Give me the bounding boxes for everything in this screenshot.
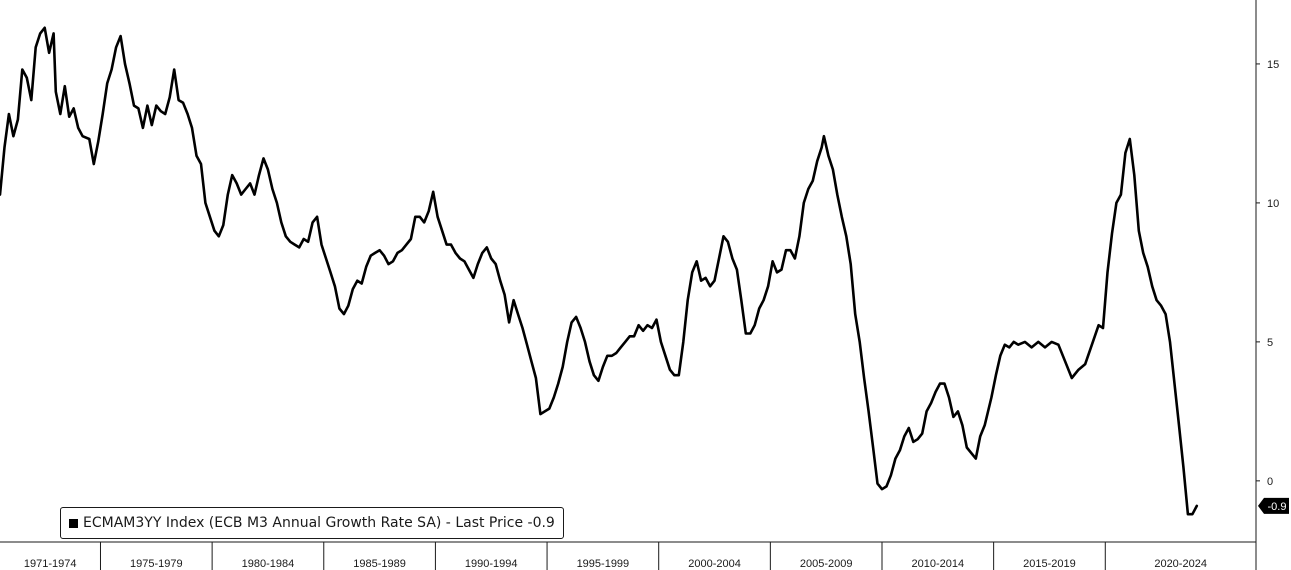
series-line [0,26,1199,516]
y-tick-label: 0 [1267,476,1273,488]
last-price-tag: -0.9 [1258,497,1289,514]
y-tick-label: 10 [1267,198,1279,210]
legend: ECMAM3YY Index (ECB M3 Annual Growth Rat… [60,507,564,539]
last-price-marker [1258,497,1289,514]
x-tick-label: 1990-1994 [465,558,518,570]
x-tick-label: 1985-1989 [353,558,406,570]
x-tick-label: 1995-1999 [577,558,630,570]
y-tick-label: 5 [1267,337,1273,349]
x-tick-label: 1980-1984 [242,558,295,570]
x-axis: 1971-1974 1975-1979 1980-1984 1985-1989 1990… [0,541,1256,570]
x-tick-label: 2000-2004 [688,558,741,570]
plot-area [0,26,1199,516]
y-tick-label: 15 [1267,59,1279,71]
y-axis: 0 5 10 15 [1255,0,1279,570]
x-tick-label: 2015-2019 [1023,558,1076,570]
x-tick-label: 2020-2024 [1154,558,1207,570]
legend-swatch [69,518,78,528]
x-tick-label: 2005-2009 [800,558,853,570]
x-tick-label: 1975-1979 [130,558,183,570]
legend-label: ECMAM3YY Index (ECB M3 Annual Growth Rat… [83,515,555,531]
x-tick-label: 2010-2014 [912,558,965,570]
x-tick-label: 1971-1974 [24,558,77,570]
last-price-label: -0.9 [1268,501,1287,513]
